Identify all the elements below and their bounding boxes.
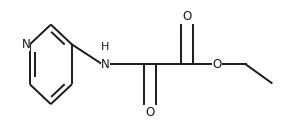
Text: O: O [145, 106, 154, 119]
Text: O: O [213, 58, 222, 71]
Text: H: H [101, 42, 109, 52]
Text: N: N [101, 58, 110, 71]
Text: O: O [182, 10, 192, 23]
Text: N: N [22, 38, 31, 51]
